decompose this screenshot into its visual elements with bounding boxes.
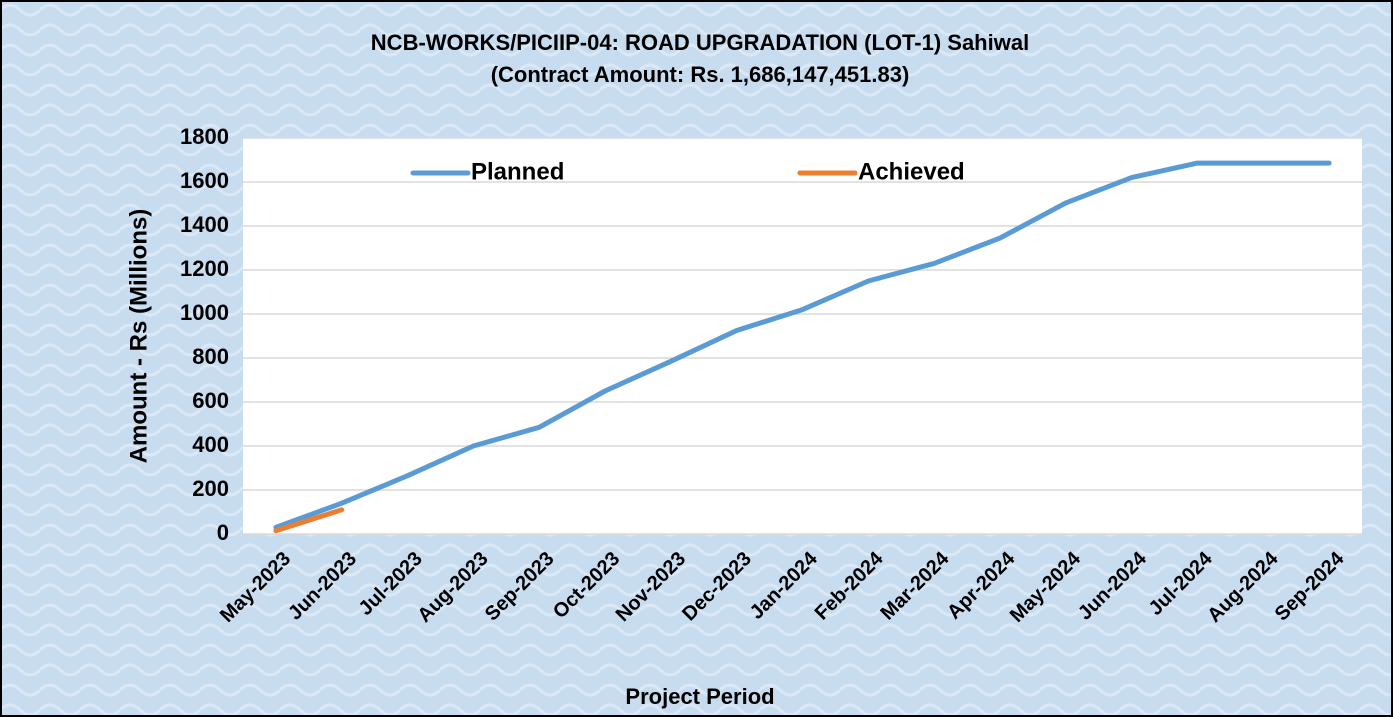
y-tick-label: 400 bbox=[192, 432, 229, 457]
y-tick-label: 800 bbox=[192, 344, 229, 369]
y-tick-label: 600 bbox=[192, 388, 229, 413]
y-tick-label: 1400 bbox=[180, 212, 229, 237]
y-tick-label: 1600 bbox=[180, 168, 229, 193]
y-tick-label: 1200 bbox=[180, 256, 229, 281]
chart-title: NCB-WORKS/PICIIP-04: ROAD UPGRADATION (L… bbox=[371, 30, 1029, 55]
line-series bbox=[273, 507, 345, 534]
y-tick-label: 200 bbox=[192, 476, 229, 501]
legend-label: Achieved bbox=[858, 158, 965, 185]
legend-label: Planned bbox=[471, 158, 564, 185]
line-series bbox=[273, 160, 1332, 530]
x-axis-title: Project Period bbox=[625, 684, 774, 709]
y-tick-label: 1800 bbox=[180, 124, 229, 149]
y-axis-title: Amount - Rs (Millions) bbox=[125, 209, 152, 464]
y-tick-label: 1000 bbox=[180, 300, 229, 325]
chart-subtitle: (Contract Amount: Rs. 1,686,147,451.83) bbox=[491, 62, 910, 87]
y-tick-label: 0 bbox=[217, 520, 229, 545]
